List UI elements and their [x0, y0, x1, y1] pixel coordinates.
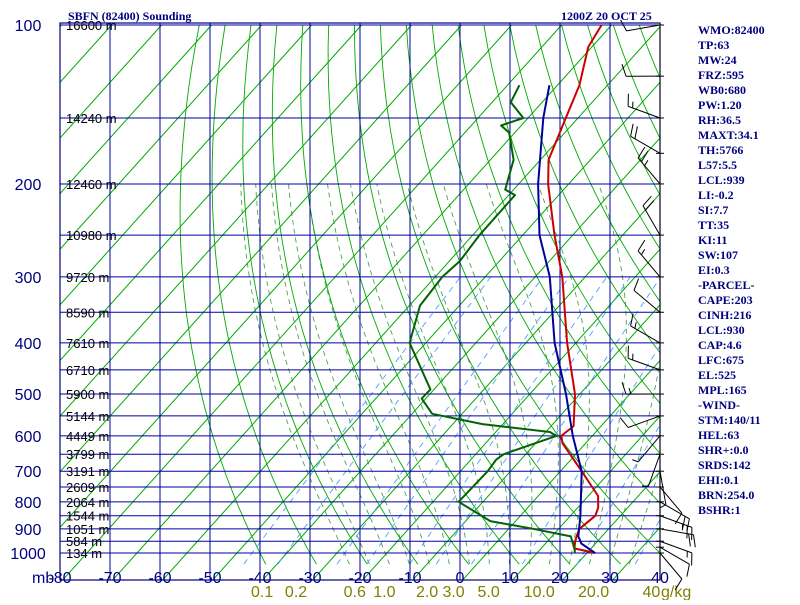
- index-item: LI:-0.2: [698, 188, 798, 203]
- index-item: WB0:680: [698, 83, 798, 98]
- chart-title: SBFN (82400) Sounding: [68, 9, 191, 24]
- index-item: LCL:930: [698, 323, 798, 338]
- index-item: L57:5.5: [698, 158, 798, 173]
- pressure-tick-label: 400: [15, 336, 42, 353]
- mixing-ratio-label: 0.6: [344, 584, 366, 600]
- pressure-tick-label: 200: [15, 177, 42, 194]
- pressure-tick-label: 500: [15, 387, 42, 404]
- index-item: HEL:63: [698, 428, 798, 443]
- mixing-ratio-unit: g/kg: [661, 584, 691, 600]
- mixing-ratio-label: 1.0: [373, 584, 395, 600]
- temperature-tick-label: -60: [148, 570, 171, 587]
- index-item: BSHR:1: [698, 503, 798, 518]
- height-label: 5144 m: [66, 409, 109, 424]
- height-label: 5900 m: [66, 387, 109, 402]
- index-item: KI:11: [698, 233, 798, 248]
- mixing-ratio-label: 0.1: [251, 584, 273, 600]
- index-item: EHI:0.1: [698, 473, 798, 488]
- mixing-ratio-label: 20.0: [578, 584, 609, 600]
- index-item: TP:63: [698, 38, 798, 53]
- height-label: 1051 m: [66, 522, 109, 537]
- index-item: MW:24: [698, 53, 798, 68]
- index-item: TH:5766: [698, 143, 798, 158]
- index-item: SRDS:142: [698, 458, 798, 473]
- height-label: 6710 m: [66, 363, 109, 378]
- height-label: 10980 m: [66, 228, 117, 243]
- pressure-tick-label: 100: [15, 18, 42, 35]
- index-item: SW:107: [698, 248, 798, 263]
- index-item: EI:0.3: [698, 263, 798, 278]
- pressure-tick-label: 800: [15, 495, 42, 512]
- valid-time: 1200Z 20 OCT 25: [561, 9, 652, 24]
- height-label: 14240 m: [66, 111, 117, 126]
- height-label: 3799 m: [66, 447, 109, 462]
- temperature-tick-label: -70: [98, 570, 121, 587]
- temperature-tick-label: -50: [198, 570, 221, 587]
- index-item: FRZ:595: [698, 68, 798, 83]
- index-item: STM:140/11: [698, 413, 798, 428]
- height-label: 1544 m: [66, 509, 109, 524]
- index-item: MPL:165: [698, 383, 798, 398]
- height-label: 2064 m: [66, 495, 109, 510]
- pressure-tick-label: 600: [15, 429, 42, 446]
- mixing-ratio-label: 3.0: [442, 584, 464, 600]
- temperature-tick-label: 10: [501, 570, 519, 587]
- index-item: SHR+:0.0: [698, 443, 798, 458]
- height-label: 12460 m: [66, 177, 117, 192]
- height-label: 9720 m: [66, 270, 109, 285]
- pressure-tick-label: 300: [15, 270, 42, 287]
- index-item: MAXT:34.1: [698, 128, 798, 143]
- index-item: LFC:675: [698, 353, 798, 368]
- height-label: 7610 m: [66, 336, 109, 351]
- index-item: CINH:216: [698, 308, 798, 323]
- height-label: 3191 m: [66, 464, 109, 479]
- mixing-ratio-label: 10.0: [524, 584, 555, 600]
- index-item: CAP:4.6: [698, 338, 798, 353]
- pressure-tick-label: 1000: [10, 546, 46, 563]
- index-item: WMO:82400: [698, 23, 798, 38]
- index-item: BRN:254.0: [698, 488, 798, 503]
- index-item: TT:35: [698, 218, 798, 233]
- index-item: -WIND-: [698, 398, 798, 413]
- index-item: SI:7.7: [698, 203, 798, 218]
- index-item: PW:1.20: [698, 98, 798, 113]
- pressure-tick-label: 900: [15, 522, 42, 539]
- mixing-ratio-label: 5.0: [477, 584, 499, 600]
- height-label: 8590 m: [66, 305, 109, 320]
- mixing-ratio-label: 0.2: [285, 584, 307, 600]
- height-label: 2609 m: [66, 480, 109, 495]
- temperature-tick-label: -80: [48, 570, 71, 587]
- pressure-tick-label: 700: [15, 464, 42, 481]
- index-item: CAPE:203: [698, 293, 798, 308]
- index-item: LCL:939: [698, 173, 798, 188]
- height-label: 4449 m: [66, 429, 109, 444]
- mixing-ratio-label: 40: [642, 584, 660, 600]
- index-item: -PARCEL-: [698, 278, 798, 293]
- index-item: EL:525: [698, 368, 798, 383]
- index-item: RH:36.5: [698, 113, 798, 128]
- mixing-ratio-label: 2.0: [416, 584, 438, 600]
